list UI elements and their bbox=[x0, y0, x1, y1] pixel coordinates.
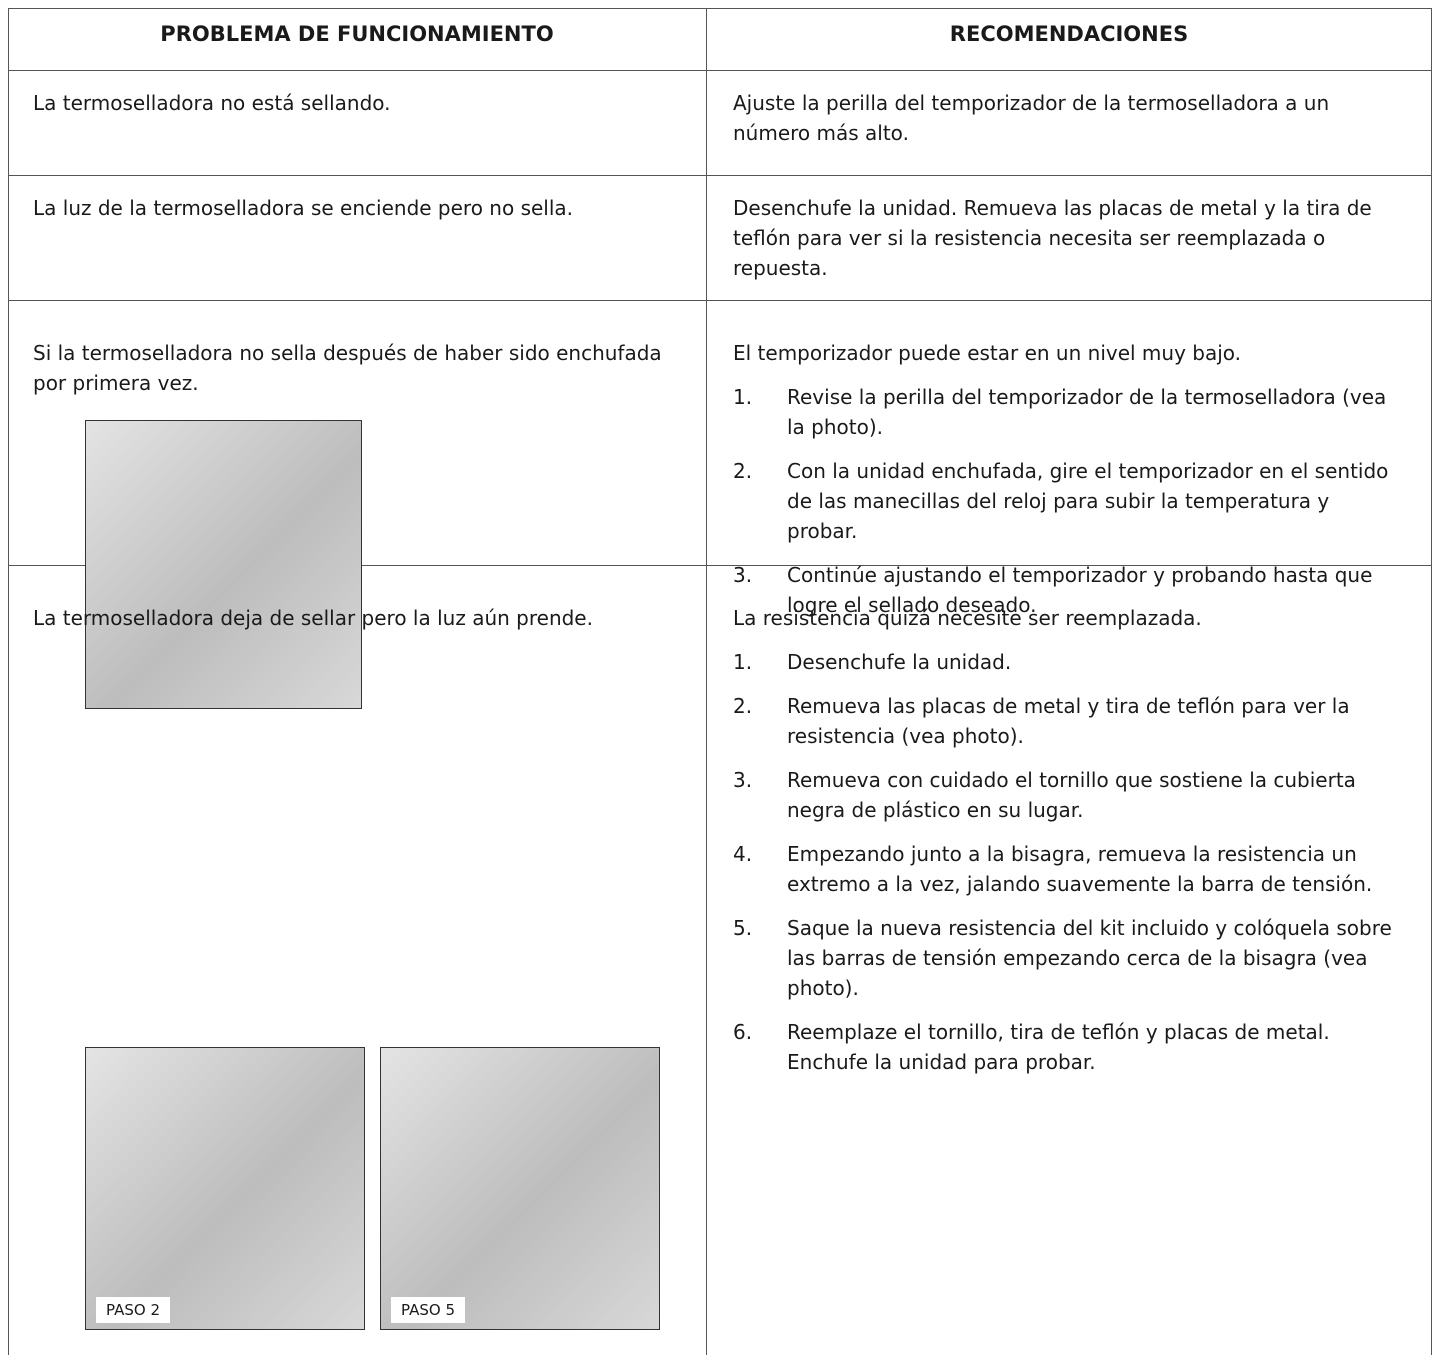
step-text: Empezando junto a la bisagra, remueva la… bbox=[787, 842, 1373, 896]
rule bbox=[8, 70, 1432, 71]
step: 4. Empezando junto a la bisagra, remueva … bbox=[733, 839, 1403, 899]
step-number: 3. bbox=[733, 768, 753, 792]
rule bbox=[8, 8, 9, 1355]
step-number: 3. bbox=[733, 563, 753, 587]
rule bbox=[8, 175, 1432, 176]
step: 3. Continúe ajustando el temporizador y p… bbox=[733, 560, 1403, 620]
caption: PASO 5 bbox=[391, 1297, 465, 1323]
step-number: 2. bbox=[733, 459, 753, 483]
rule bbox=[1431, 8, 1432, 1355]
step-text: Con la unidad enchufada, gire el tempori… bbox=[787, 459, 1389, 543]
step-text: Desenchufe la unidad. bbox=[787, 650, 1012, 674]
step-number: 4. bbox=[733, 842, 753, 866]
rule bbox=[8, 300, 1432, 301]
step-number: 6. bbox=[733, 1020, 753, 1044]
step-text: Remueva las placas de metal y tira de te… bbox=[787, 694, 1350, 748]
step-number: 1. bbox=[733, 650, 753, 674]
step: 5. Saque la nueva resistencia del kit inc… bbox=[733, 913, 1403, 1003]
steps: 1. Revise la perilla del temporizador de … bbox=[733, 382, 1403, 620]
problem: La termoselladora deja de sellar pero la… bbox=[33, 606, 593, 630]
recommendation: Ajuste la perilla del temporizador de la… bbox=[733, 91, 1330, 145]
recommendation-block: El temporizador puede estar en un nivel … bbox=[733, 338, 1403, 620]
recommendation: El temporizador puede estar en un nivel … bbox=[733, 341, 1242, 365]
problem: La luz de la termoselladora se enciende … bbox=[33, 196, 574, 220]
problem: La termoselladora no está sellando. bbox=[33, 91, 391, 115]
step-number: 1. bbox=[733, 385, 753, 409]
step-text: Saque la nueva resistencia del kit inclu… bbox=[787, 916, 1392, 1000]
recommendation: Desenchufe la unidad. Remueva las placas… bbox=[733, 196, 1372, 280]
step-text: Reemplaze el tornillo, tira de teflón y … bbox=[787, 1020, 1330, 1074]
caption: PASO 2 bbox=[96, 1297, 170, 1323]
step-text: Continúe ajustando el temporizador y pro… bbox=[787, 563, 1373, 617]
step: 6. Reemplaze el tornillo, tira de teflón … bbox=[733, 1017, 1403, 1077]
step: 3. Remueva con cuidado el tornillo que so… bbox=[733, 765, 1403, 825]
recommendation: La resistencia quizá necesite ser reempl… bbox=[733, 606, 1202, 630]
step-text: Remueva con cuidado el tornillo que sost… bbox=[787, 768, 1356, 822]
rule bbox=[706, 8, 707, 1355]
steps: 1. Desenchufe la unidad. 2. Remueva las pla… bbox=[733, 647, 1403, 1077]
step-number: 2. bbox=[733, 694, 753, 718]
rule bbox=[8, 8, 1432, 9]
step: 2. Con la unidad enchufada, gire el tempo… bbox=[733, 456, 1403, 546]
step: 1. Revise la perilla del temporizador de … bbox=[733, 382, 1403, 442]
recommendation-block: La resistencia quizá necesite ser reempl… bbox=[733, 603, 1403, 1077]
step: 1. Desenchufe la unidad. bbox=[733, 647, 1403, 677]
photo: PASO 5 bbox=[380, 1047, 660, 1330]
photo: PASO 2 bbox=[85, 1047, 365, 1330]
header: PROBLEMA DE FUNCIONAMIENTO bbox=[160, 22, 554, 46]
step-text: Revise la perilla del temporizador de la… bbox=[787, 385, 1387, 439]
header: RECOMENDACIONES bbox=[949, 22, 1189, 46]
rule bbox=[8, 565, 1432, 566]
photo bbox=[85, 420, 362, 709]
step: 2. Remueva las placas de metal y tira de … bbox=[733, 691, 1403, 751]
problem: Si la termoselladora no sella después de… bbox=[33, 341, 662, 395]
step-number: 5. bbox=[733, 916, 753, 940]
